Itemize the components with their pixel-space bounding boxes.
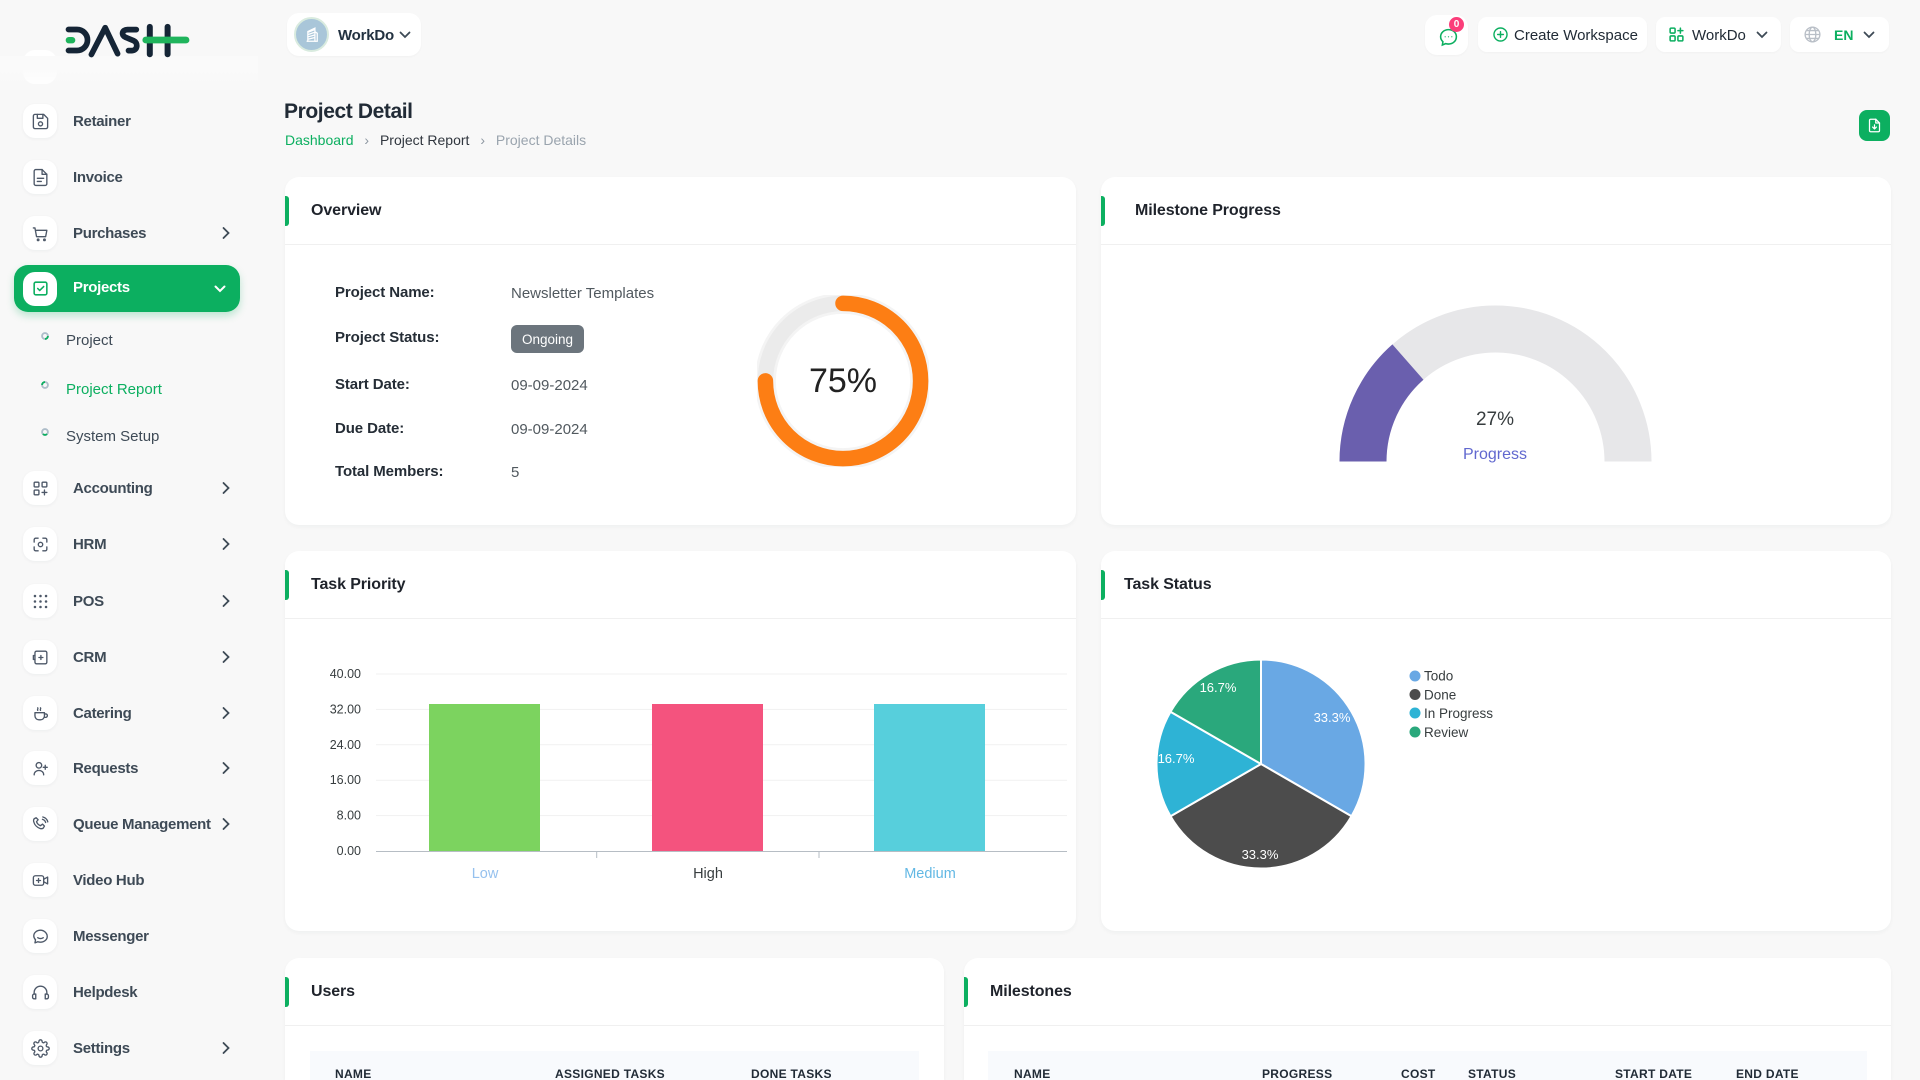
svg-text:0.00: 0.00: [337, 844, 361, 858]
svg-text:32.00: 32.00: [330, 702, 361, 716]
svg-text:Todo: Todo: [1424, 669, 1453, 684]
svg-text:33.3%: 33.3%: [1242, 847, 1279, 862]
svg-text:Medium: Medium: [904, 866, 956, 882]
svg-text:High: High: [693, 866, 723, 882]
svg-text:16.7%: 16.7%: [1158, 751, 1195, 766]
svg-text:33.3%: 33.3%: [1314, 710, 1351, 725]
svg-text:Review: Review: [1424, 725, 1469, 740]
svg-text:40.00: 40.00: [330, 667, 361, 681]
svg-text:Done: Done: [1424, 688, 1456, 703]
svg-text:8.00: 8.00: [337, 809, 361, 823]
svg-text:Low: Low: [472, 866, 499, 882]
svg-text:16.00: 16.00: [330, 773, 361, 787]
svg-text:24.00: 24.00: [330, 738, 361, 752]
svg-text:16.7%: 16.7%: [1200, 680, 1237, 695]
svg-text:In Progress: In Progress: [1424, 706, 1493, 721]
